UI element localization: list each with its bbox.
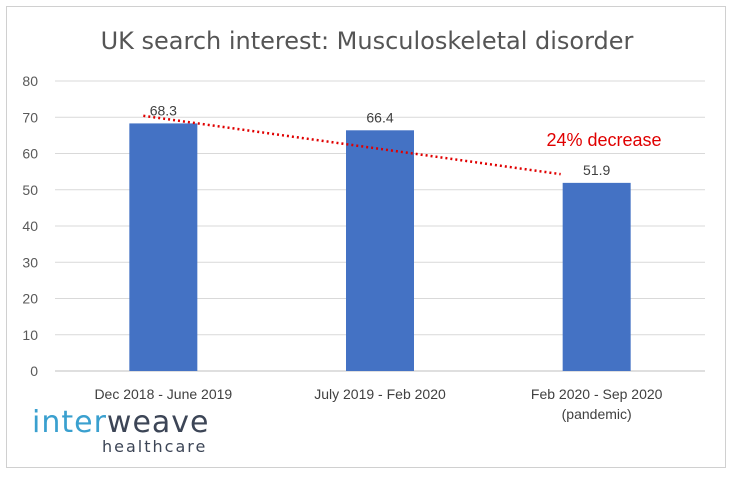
- y-tick-label: 10: [22, 327, 38, 343]
- y-tick-label: 0: [30, 363, 38, 379]
- annotation-decrease: 24% decrease: [546, 130, 661, 150]
- y-tick-label: 70: [22, 109, 38, 125]
- y-tick-label: 30: [22, 254, 38, 270]
- x-tick-label: Feb 2020 - Sep 2020: [531, 386, 663, 402]
- x-tick-label: Dec 2018 - June 2019: [94, 386, 232, 402]
- chart-title: UK search interest: Musculoskeletal diso…: [100, 27, 634, 55]
- trend-line: [143, 114, 561, 176]
- x-tick-label: (pandemic): [562, 406, 632, 422]
- y-tick-label: 40: [22, 218, 38, 234]
- logo-subtitle: healthcare: [102, 437, 208, 456]
- bar: [129, 123, 198, 371]
- y-tick-label: 60: [22, 146, 38, 162]
- logo-inter-text: inter: [32, 405, 107, 440]
- bar: [346, 130, 414, 371]
- logo-wordmark: interweave: [32, 408, 210, 438]
- data-label: 66.4: [366, 109, 393, 125]
- y-tick-label: 50: [22, 182, 38, 198]
- data-label: 68.3: [150, 102, 177, 118]
- bar: [562, 182, 631, 371]
- data-label: 51.9: [583, 162, 610, 178]
- x-tick-label: July 2019 - Feb 2020: [314, 386, 446, 402]
- logo-weave-text: weave: [106, 405, 210, 440]
- y-tick-label: 20: [22, 291, 38, 307]
- brand-logo: interweave healthcare: [32, 408, 210, 456]
- y-tick-label: 80: [22, 73, 38, 89]
